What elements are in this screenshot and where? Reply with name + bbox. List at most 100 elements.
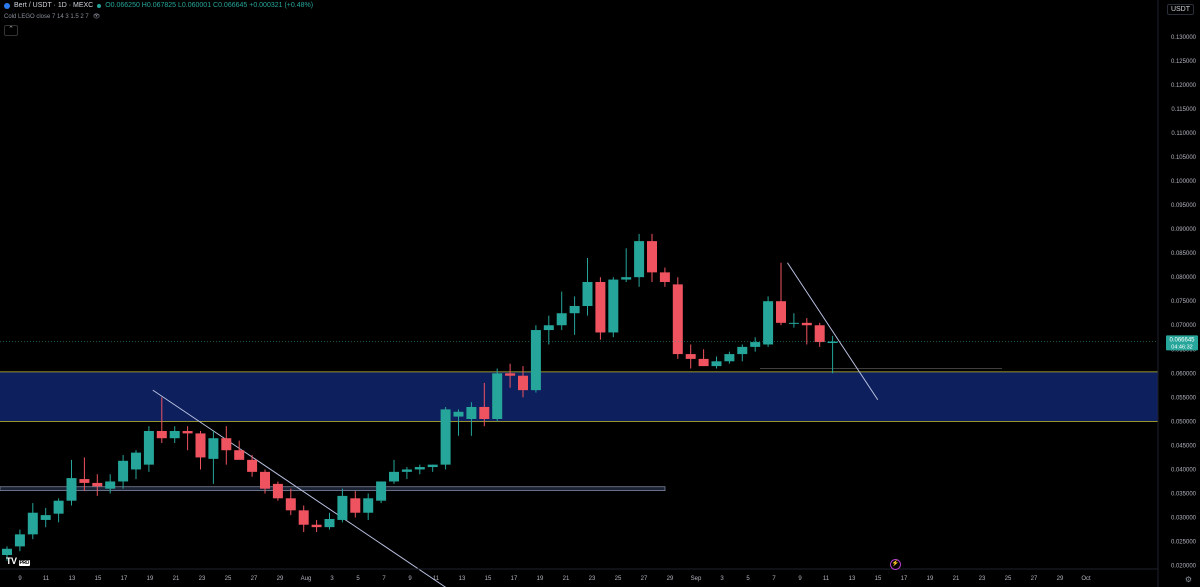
indicator-title: Cold LEGO close 7 14 3 1.5 2 7	[4, 13, 89, 20]
candle	[40, 507, 51, 528]
time-tick-label: 19	[927, 576, 934, 582]
trendlines	[152, 262, 879, 587]
time-tick-label: 13	[849, 576, 856, 582]
symbol-title[interactable]: Bert / USDT · 1D · MEXC	[14, 2, 94, 9]
candle-body	[337, 495, 348, 520]
candle	[518, 366, 528, 398]
time-tick-label: 15	[875, 576, 882, 582]
candle-body	[492, 373, 503, 419]
last-price-value: 0.066645	[1169, 337, 1195, 343]
time-tick-label: 7	[382, 576, 386, 582]
time-axis[interactable]: 9 11 13 15 17 19 21 23 25 27 29 Aug 3 5 7 9 11 13 15 17 19 21…	[0, 568, 1158, 582]
time-tick-label: 17	[901, 576, 908, 582]
candle-body	[27, 512, 38, 535]
candle-body	[711, 361, 722, 367]
quote-currency-label[interactable]: USDT	[1166, 4, 1194, 15]
time-tick-label: 3	[720, 576, 724, 582]
candle	[647, 233, 657, 282]
candle	[285, 488, 296, 516]
candle-body	[659, 272, 670, 282]
candle-body	[272, 483, 283, 499]
time-tick-label: 9	[18, 576, 22, 582]
candle	[337, 488, 348, 523]
candle	[724, 351, 735, 364]
time-tick-label: 29	[277, 576, 284, 582]
price-tick-label: 0.075000	[1171, 299, 1197, 305]
time-tick-label: Oct	[1081, 576, 1091, 582]
candle-body	[556, 313, 567, 326]
time-tick-label: 5	[746, 576, 750, 582]
indicator-legend[interactable]: Cold LEGO close 7 14 3 1.5 2 7 👁	[4, 13, 101, 21]
candle-body	[2, 548, 12, 556]
candle	[634, 233, 645, 287]
candle-body	[66, 478, 77, 501]
price-tick-label: 0.100000	[1171, 179, 1197, 185]
candle-body	[763, 301, 774, 345]
candle-body	[672, 284, 683, 355]
candle	[698, 349, 709, 367]
candle	[776, 262, 786, 326]
candle-body	[14, 534, 25, 547]
candle-body	[92, 482, 103, 487]
candle	[814, 322, 825, 347]
candle-body	[247, 459, 258, 472]
time-tick-label: 27	[251, 576, 258, 582]
time-tick-label: 19	[537, 576, 544, 582]
candle-body	[234, 450, 245, 460]
candle	[608, 277, 619, 338]
gear-icon[interactable]: ⚙	[1184, 575, 1192, 584]
time-tick-label: 15	[95, 576, 102, 582]
candle-body	[79, 479, 90, 483]
candle	[621, 248, 632, 282]
time-tick-label: 23	[979, 576, 986, 582]
time-tick-label: 25	[1005, 576, 1012, 582]
candle-body	[634, 241, 645, 278]
price-tick-label: 0.030000	[1171, 516, 1197, 522]
time-tick-label: 29	[1057, 576, 1064, 582]
candle-body	[737, 346, 748, 355]
candle	[827, 335, 838, 374]
candle-body	[401, 469, 412, 472]
candle	[118, 455, 129, 489]
candle	[182, 426, 193, 451]
candle	[427, 464, 438, 472]
candle-body	[169, 431, 180, 439]
price-tick-label: 0.070000	[1171, 323, 1197, 329]
tradingview-logo: TV PRO	[6, 556, 30, 566]
time-tick-label: 13	[459, 576, 466, 582]
candle	[389, 459, 399, 484]
candle	[298, 505, 309, 532]
candle-body	[582, 281, 593, 307]
candle-body	[440, 409, 451, 465]
candle-body	[801, 322, 812, 326]
candle	[105, 474, 116, 494]
candle	[595, 277, 606, 340]
candle-body	[569, 306, 580, 314]
candle-body	[750, 342, 761, 347]
trendline[interactable]	[152, 389, 446, 587]
time-tick-label: 11	[823, 576, 830, 582]
candle-body	[40, 515, 51, 520]
candle	[156, 397, 167, 444]
candle	[92, 474, 103, 496]
time-tick-label: 11	[433, 576, 440, 582]
time-tick-label: 19	[147, 576, 154, 582]
chevron-up-icon[interactable]: ⌃	[4, 25, 18, 36]
price-axis[interactable]: 0.130000 0.125000 0.120000 0.115000 0.110000…	[1157, 0, 1197, 587]
candle-body	[621, 277, 632, 280]
candle	[131, 450, 141, 480]
candle-body	[479, 406, 490, 419]
price-tick-label: 0.040000	[1171, 467, 1197, 473]
price-tick-label: 0.115000	[1171, 107, 1196, 113]
eye-icon[interactable]: 👁	[92, 14, 101, 20]
candle-body	[118, 460, 129, 482]
trendline[interactable]	[787, 262, 879, 401]
time-tick-label: 17	[121, 576, 128, 582]
symbol-icon	[4, 2, 10, 9]
candle-body	[298, 510, 309, 525]
candle-body	[182, 431, 193, 434]
candle	[414, 464, 425, 475]
event-marker-icon[interactable]: ⚡	[890, 559, 901, 570]
